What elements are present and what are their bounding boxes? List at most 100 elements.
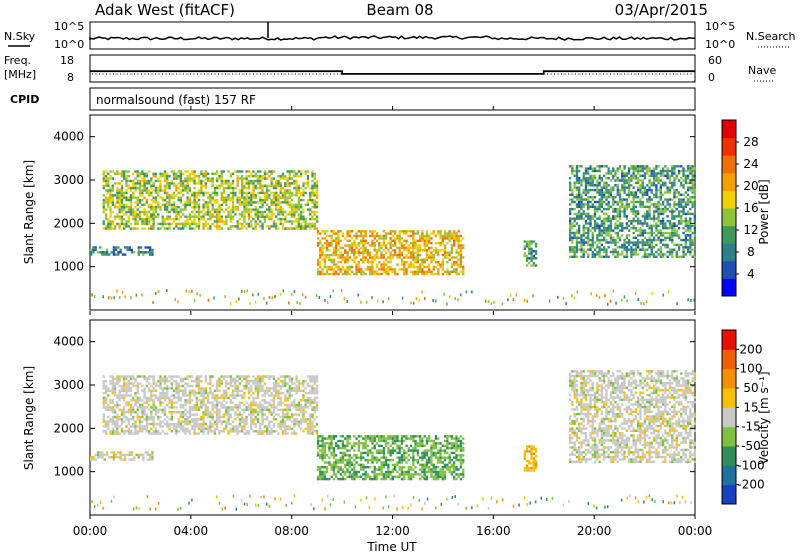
data-cell: [669, 179, 671, 181]
data-cell: [146, 187, 148, 189]
data-cell: [533, 255, 535, 257]
data-cell: [437, 242, 439, 244]
data-cell: [134, 394, 136, 396]
data-cell: [460, 252, 462, 254]
data-cell: [234, 380, 236, 382]
data-cell: [493, 301, 495, 304]
data-cell: [139, 397, 141, 399]
data-cell: [184, 208, 186, 210]
data-cell: [612, 208, 614, 210]
data-cell: [259, 192, 261, 194]
data-cell: [394, 240, 396, 242]
data-cell: [576, 194, 578, 196]
data-cell: [571, 191, 573, 193]
data-cell: [648, 246, 650, 248]
data-cell: [648, 225, 650, 227]
data-cell: [252, 194, 254, 196]
data-cell: [653, 196, 655, 198]
data-cell: [387, 256, 389, 258]
data-cell: [248, 225, 250, 227]
data-cell: [571, 167, 573, 169]
data-cell: [223, 421, 225, 423]
data-cell: [191, 399, 193, 401]
data-cell: [266, 418, 268, 420]
data-cell: [687, 182, 689, 184]
data-cell: [121, 220, 123, 222]
data-cell: [569, 218, 571, 220]
data-cell: [107, 406, 109, 408]
data-cell: [128, 402, 130, 404]
data-cell: [129, 454, 131, 456]
data-cell: [451, 266, 453, 268]
data-cell: [362, 242, 364, 244]
data-cell: [198, 375, 200, 377]
data-cell: [105, 180, 107, 182]
data-cell: [230, 197, 232, 199]
data-cell: [221, 170, 223, 172]
data-cell: [687, 170, 689, 172]
data-cell: [171, 208, 173, 210]
data-cell: [173, 425, 175, 427]
data-cell: [171, 402, 173, 404]
data-cell: [191, 409, 193, 411]
data-cell: [248, 397, 250, 399]
data-cell: [587, 244, 589, 246]
data-cell: [205, 387, 207, 389]
data-cell: [166, 173, 168, 175]
data-cell: [460, 263, 462, 265]
data-cell: [451, 237, 453, 239]
data-cell: [124, 458, 126, 460]
data-cell: [682, 198, 684, 200]
data-cell: [275, 216, 277, 218]
data-cell: [362, 247, 364, 249]
data-cell: [250, 180, 252, 182]
data-cell: [134, 189, 136, 191]
data-cell: [685, 213, 687, 215]
data-cell: [146, 180, 148, 182]
data-cell: [182, 223, 184, 225]
data-cell: [428, 235, 430, 237]
data-cell: [639, 203, 641, 205]
data-cell: [132, 378, 134, 380]
data-cell: [153, 225, 155, 227]
data-cell: [164, 409, 166, 411]
data-cell: [189, 175, 191, 177]
data-cell: [180, 416, 182, 418]
data-cell: [243, 409, 245, 411]
data-cell: [164, 177, 166, 179]
data-cell: [430, 237, 432, 239]
data-cell: [619, 201, 621, 203]
data-cell: [300, 192, 302, 194]
data-cell: [443, 293, 445, 296]
data-cell: [617, 220, 619, 222]
data-cell: [664, 239, 666, 241]
data-cell: [628, 229, 630, 231]
data-cell: [189, 213, 191, 215]
data-cell: [362, 235, 364, 237]
data-cell: [187, 418, 189, 420]
data-cell: [371, 232, 373, 234]
data-cell: [252, 380, 254, 382]
data-cell: [257, 378, 259, 380]
data-cell: [648, 201, 650, 203]
data-cell: [284, 177, 286, 179]
data-cell: [626, 182, 628, 184]
data-cell: [680, 203, 682, 205]
data-cell: [107, 225, 109, 227]
data-cell: [178, 430, 180, 432]
data-cell: [655, 222, 657, 224]
noise-left-tick-bottom: 10^0: [54, 38, 84, 51]
data-cell: [342, 266, 344, 268]
data-cell: [162, 402, 164, 404]
data-cell: [129, 246, 131, 248]
data-cell: [671, 251, 673, 253]
data-cell: [246, 423, 248, 425]
data-cell: [264, 402, 266, 404]
data-cell: [207, 208, 209, 210]
data-cell: [227, 211, 229, 213]
data-cell: [261, 216, 263, 218]
data-cell: [141, 180, 143, 182]
data-cell: [134, 421, 136, 423]
data-cell: [155, 216, 157, 218]
data-cell: [612, 253, 614, 255]
